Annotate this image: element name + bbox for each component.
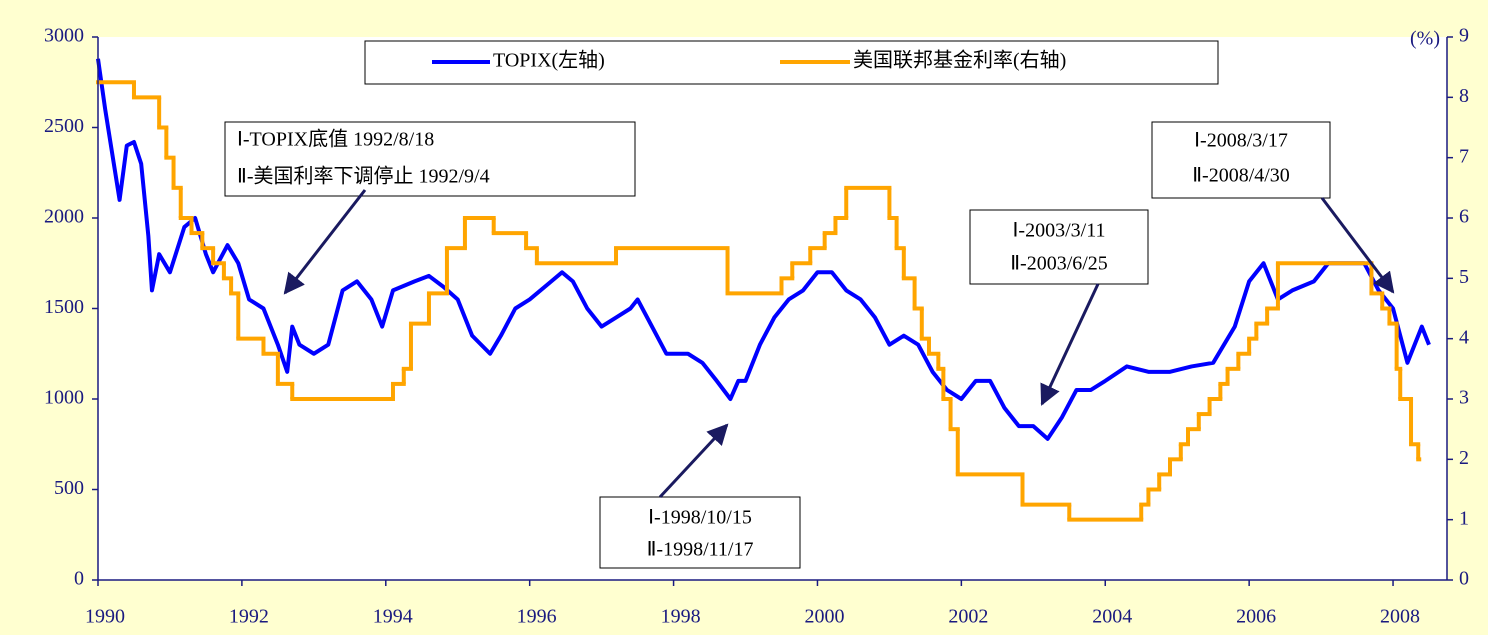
x-tick-label: 2008 <box>1380 606 1420 628</box>
y2-tick-label: 6 <box>1459 206 1469 228</box>
y-tick-label: 1000 <box>44 387 84 409</box>
annotation-box <box>599 496 801 569</box>
annotation-box <box>1151 121 1331 199</box>
y-tick-label: 2500 <box>44 115 84 137</box>
legend-label: TOPIX(左轴) <box>493 49 605 72</box>
annotation-text: Ⅰ-1998/10/15 <box>648 507 752 529</box>
y2-tick-label: 1 <box>1459 507 1469 529</box>
legend-label: 美国联邦基金利率(右轴) <box>853 49 1066 72</box>
y2-tick-label: 3 <box>1459 387 1469 409</box>
annotation-text: Ⅱ-1998/11/17 <box>647 539 754 561</box>
annotation-arrow <box>658 423 729 499</box>
y2-tick-label: 2 <box>1459 447 1469 469</box>
annotation-box <box>224 121 636 197</box>
annotation-arrow <box>283 189 367 295</box>
y-tick-label: 500 <box>54 477 84 499</box>
y-tick-label: 3000 <box>44 25 84 47</box>
y-tick-label: 1500 <box>44 296 84 318</box>
y-tick-label: 0 <box>74 568 84 590</box>
x-tick-label: 1998 <box>661 606 701 628</box>
x-tick-label: 1994 <box>373 606 413 628</box>
annotation-box <box>969 209 1149 285</box>
y2-tick-label: 7 <box>1459 145 1469 167</box>
x-tick-label: 1996 <box>517 606 557 628</box>
x-tick-label: 2006 <box>1236 606 1276 628</box>
annotation-text: Ⅱ-2008/4/30 <box>1192 165 1290 187</box>
annotation-text: Ⅱ-美国利率下调停止 1992/9/4 <box>237 165 490 188</box>
y2-tick-label: 4 <box>1459 326 1469 348</box>
annotation-text: Ⅰ-TOPIX底值 1992/8/18 <box>237 128 434 151</box>
y2-tick-label: 0 <box>1459 568 1469 590</box>
x-tick-label: 2004 <box>1092 606 1132 628</box>
annotation-arrow <box>1040 283 1100 406</box>
y2-tick-label: 5 <box>1459 266 1469 288</box>
y2-axis-label: (%) <box>1410 28 1440 50</box>
annotation-arrow <box>1320 197 1395 294</box>
y2-tick-label: 9 <box>1459 25 1469 47</box>
annotation-text: Ⅰ-2008/3/17 <box>1194 130 1288 152</box>
y2-tick-label: 8 <box>1459 85 1469 107</box>
x-tick-label: 2002 <box>948 606 988 628</box>
series-line <box>96 58 1431 441</box>
x-tick-label: 2000 <box>804 606 844 628</box>
annotation-text: Ⅱ-2003/6/25 <box>1010 253 1108 275</box>
x-tick-label: 1992 <box>229 606 269 628</box>
x-tick-label: 1990 <box>85 606 125 628</box>
annotation-text: Ⅰ-2003/3/11 <box>1013 220 1106 242</box>
y-tick-label: 2000 <box>44 206 84 228</box>
